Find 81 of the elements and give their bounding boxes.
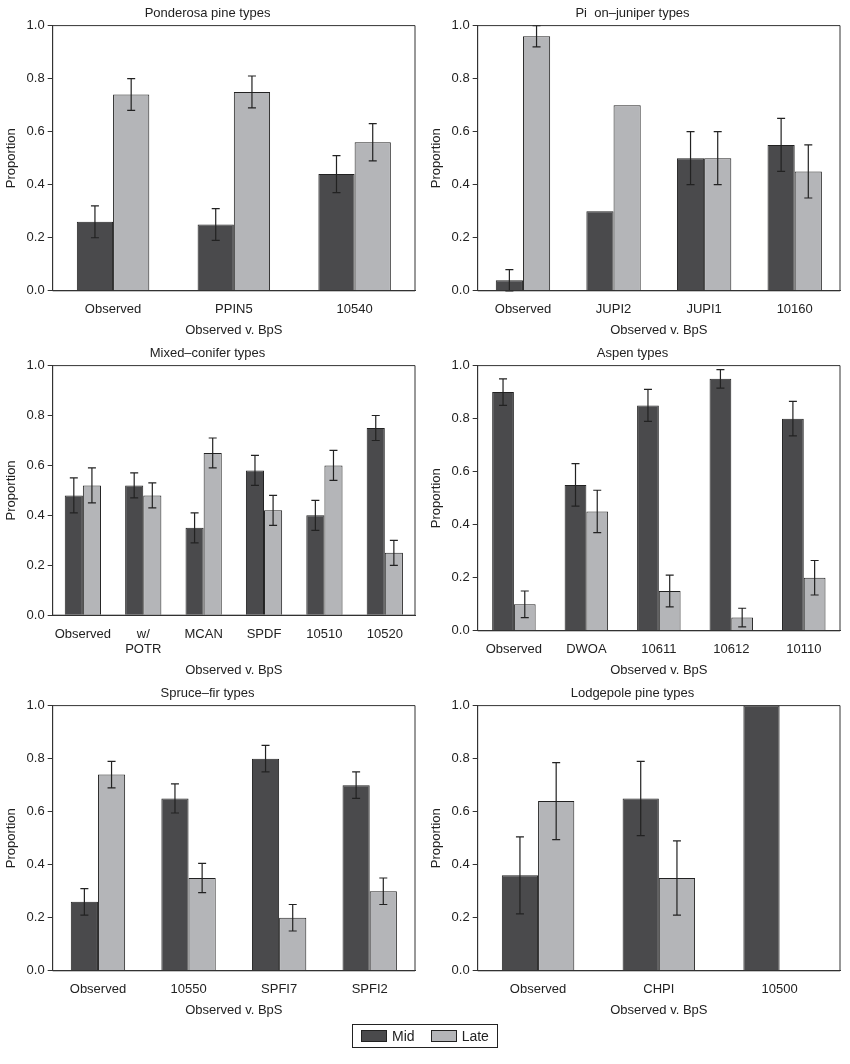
x-axis-title: Observed v. BpS xyxy=(185,321,283,337)
y-tick-label: 1.0 xyxy=(451,697,470,713)
y-tick-label: 0.6 xyxy=(26,123,45,139)
y-tick-label: 0.2 xyxy=(451,229,470,245)
y-tick-label: 0.4 xyxy=(26,506,45,522)
x-tick-label: 10500 xyxy=(761,981,798,997)
y-tick-label: 0.4 xyxy=(451,176,470,192)
x-tick-label: MCAN xyxy=(184,625,223,641)
x-axis-title: Observed v. BpS xyxy=(185,661,283,677)
x-tick-label: CHPI xyxy=(643,981,675,997)
chart-title: Spruce–fir types xyxy=(160,685,255,701)
x-tick-label: SPFI2 xyxy=(351,981,388,997)
x-tick-label: SPDF xyxy=(246,625,282,641)
y-tick-label: 1.0 xyxy=(451,357,470,373)
y-tick-label: 0.2 xyxy=(26,909,45,925)
y-tick-label: 0.4 xyxy=(26,176,45,192)
x-tick-label: 10510 xyxy=(306,625,343,641)
y-axis-title: Proportion xyxy=(428,468,444,529)
y-tick-label: 0.2 xyxy=(451,569,470,585)
y-tick-label: 0.8 xyxy=(26,407,45,423)
x-tick-label: 10110 xyxy=(786,641,822,657)
chart-title: Lodgepole pine types xyxy=(570,685,695,701)
y-tick-label: 0.6 xyxy=(26,457,45,473)
x-tick-label: 10612 xyxy=(713,641,750,657)
legend-label: Mid xyxy=(392,1028,415,1044)
y-tick-label: 0.8 xyxy=(26,70,45,86)
x-tick-label: Observed xyxy=(69,981,127,997)
y-tick-label: 0.0 xyxy=(451,282,470,298)
x-tick-label: JUPI1 xyxy=(686,301,722,317)
y-tick-label: 0.8 xyxy=(451,750,470,766)
x-tick-label: w/ POTR xyxy=(125,625,162,657)
x-tick-label: DWOA xyxy=(566,641,607,657)
y-tick-label: 1.0 xyxy=(26,17,45,33)
y-tick-label: 1.0 xyxy=(26,697,45,713)
y-axis-title: Proportion xyxy=(3,460,19,521)
y-tick-label: 0.4 xyxy=(451,856,470,872)
chart-title: Mixed–conifer types xyxy=(149,345,266,361)
y-tick-label: 0.4 xyxy=(451,516,470,532)
x-tick-label: JUPI2 xyxy=(595,301,632,317)
chart-title: Pi on–juniper types xyxy=(575,5,691,21)
y-tick-label: 0.0 xyxy=(26,606,45,622)
y-axis-title: Proportion xyxy=(428,808,444,869)
y-axis-title: Proportion xyxy=(3,808,19,869)
x-axis-title: Observed v. BpS xyxy=(610,321,708,337)
x-axis-title: Observed v. BpS xyxy=(610,1001,708,1017)
chart-title: Aspen types xyxy=(596,345,669,361)
y-tick-label: 0.4 xyxy=(26,856,45,872)
y-tick-label: 0.0 xyxy=(26,962,45,978)
y-axis-title: Proportion xyxy=(428,128,444,189)
y-tick-label: 0.0 xyxy=(26,282,45,298)
x-tick-label: Observed xyxy=(84,301,142,317)
y-tick-label: 0.2 xyxy=(26,229,45,245)
legend-label: Late xyxy=(461,1028,489,1044)
x-tick-label: SPFI7 xyxy=(261,981,298,997)
x-tick-label: Observed xyxy=(54,625,112,641)
y-tick-label: 0.8 xyxy=(26,750,45,766)
y-tick-label: 0.0 xyxy=(451,622,470,638)
y-tick-label: 0.0 xyxy=(451,962,470,978)
y-tick-label: 0.2 xyxy=(26,556,45,572)
x-axis-title: Observed v. BpS xyxy=(185,1001,283,1017)
y-tick-label: 0.8 xyxy=(451,70,470,86)
y-tick-label: 1.0 xyxy=(26,357,45,373)
x-tick-label: 10540 xyxy=(336,301,373,317)
x-axis-title: Observed v. BpS xyxy=(610,661,708,677)
x-tick-label: 10611 xyxy=(641,641,677,657)
x-tick-label: 10550 xyxy=(170,981,207,997)
y-tick-label: 0.6 xyxy=(451,123,470,139)
x-tick-label: Observed xyxy=(485,641,543,657)
y-tick-label: 0.6 xyxy=(26,803,45,819)
x-tick-label: PPIN5 xyxy=(215,301,253,317)
y-axis-title: Proportion xyxy=(3,128,19,189)
x-tick-label: Observed xyxy=(509,981,567,997)
y-tick-label: 0.6 xyxy=(451,463,470,479)
x-tick-label: Observed xyxy=(494,301,552,317)
y-tick-label: 0.8 xyxy=(451,410,470,426)
y-tick-label: 1.0 xyxy=(451,17,470,33)
x-tick-label: 10520 xyxy=(366,625,403,641)
y-tick-label: 0.6 xyxy=(451,803,470,819)
chart-title: Ponderosa pine types xyxy=(144,5,271,21)
x-tick-label: 10160 xyxy=(776,301,813,317)
y-tick-label: 0.2 xyxy=(451,909,470,925)
